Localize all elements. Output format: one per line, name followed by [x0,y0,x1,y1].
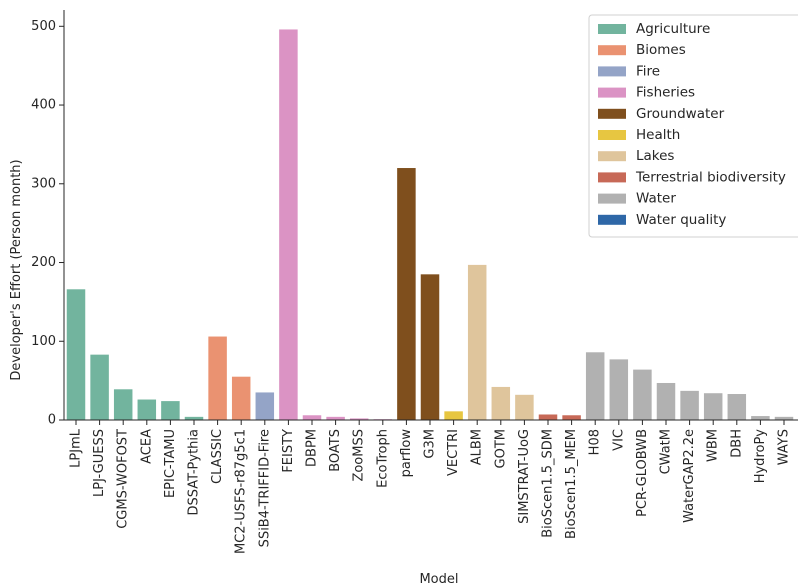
legend: Agriculture Biomes Fire Fisheries Groundwate… [588,14,798,238]
bar [349,418,369,420]
x-tick-label: ZooMSS [352,429,367,482]
x-tick-label: WAYS [777,429,792,465]
bar [420,274,440,420]
x-tick-label: CGMS-WOFOST [116,429,131,529]
x-tick-label: PCR-GLOBWB [635,429,650,517]
x-tick-label: GOTM [493,429,508,468]
x-tick-label: BOATS [328,429,343,472]
legend-label: Health [636,127,680,143]
bar [585,352,605,420]
bar [538,414,558,420]
bar [467,264,487,420]
legend-label: Fisheries [636,85,695,101]
bar [444,411,463,420]
legend-label: Groundwater [636,106,725,122]
legend-label: Water quality [636,212,726,228]
bar [302,415,322,420]
legend-swatch [598,24,626,34]
bar [161,401,180,420]
x-ticks-group: LPJmL LPJ-GUESS CGMS-WOFOST ACEA EPIC-TAMU DS… [69,420,792,554]
bars-group [66,29,794,421]
legend-frame [588,14,798,238]
y-tick-label: 200 [31,255,56,270]
x-tick-label: H08 [588,429,603,455]
bar [609,359,629,420]
x-tick-label: BioScen1.5_MEM [564,429,579,539]
bar [633,369,652,420]
x-tick-label: HydroPy [753,429,768,484]
bar [231,376,251,420]
bar [208,336,227,420]
legend-swatch [598,45,626,56]
legend-label: Agriculture [636,21,710,37]
bar [113,389,133,420]
y-tick-label: 0 [48,413,56,428]
legend-swatch [598,108,626,119]
x-tick-label: EcoTroph [375,429,390,488]
legend-swatch [598,214,626,225]
x-tick-label: WBM [706,429,721,462]
bar [326,416,345,420]
legend-label: Biomes [636,42,686,58]
legend-swatch [598,130,626,140]
legend-swatch [598,87,626,98]
bar [90,354,109,420]
x-tick-label: LPJmL [69,428,84,468]
bar [184,416,204,420]
y-tick-label: 100 [31,334,56,349]
x-tick-label: SSiB4-TRIFFID-Fire [257,429,272,547]
x-tick-label: CWatM [659,429,674,474]
bar [491,386,511,420]
y-tick-label: 400 [31,98,56,113]
x-tick-label: FEISTY [281,429,296,473]
bar [703,393,723,420]
x-tick-label: DBH [729,429,744,458]
x-tick-label: ACEA [139,429,154,464]
legend-swatch [598,172,626,183]
x-tick-label: SIMSTRAT-UoG [517,429,532,524]
x-tick-label: ALBM [470,429,485,465]
x-tick-label: BioScen1.5_SDM [541,429,556,538]
x-tick-label: G3M [423,429,438,459]
x-tick-label: EPIC-TAMU [163,429,178,498]
bar [515,394,534,420]
bar [774,416,794,420]
y-tick-label: 300 [31,176,56,191]
x-tick-label: VIC [611,429,626,451]
legend-label: Fire [636,63,660,79]
x-tick-label: WaterGAP2.2e [682,429,697,523]
y-axis-title: Developer's Effort (Person month) [9,159,24,380]
bar [137,399,157,420]
bar [680,390,699,420]
x-tick-label: DSSAT-Pythia [187,429,202,516]
bar [751,416,770,420]
x-tick-label: CLASSIC [210,429,225,484]
legend-label: Lakes [636,148,674,164]
bar [397,168,416,420]
y-ticks-group: 0 100 200 300 400 500 [31,19,64,428]
x-tick-label: LPJ-GUESS [92,429,107,497]
x-axis-title: Model [419,572,458,587]
x-tick-label: VECTRI [446,429,461,476]
bar [255,392,275,420]
bar [66,289,86,420]
x-tick-label: DBPM [305,429,320,467]
bar [279,29,298,421]
legend-label: Terrestrial biodiversity [635,169,786,185]
legend-swatch [598,151,626,162]
bar [656,382,676,420]
bar [727,394,747,420]
bar [562,415,581,420]
legend-label: Water [636,191,676,207]
x-tick-label: parflow [399,429,414,478]
x-tick-label: MC2-USFS-r87g5c1 [234,429,249,554]
y-tick-label: 500 [31,19,56,34]
legend-swatch [598,193,626,204]
legend-swatch [598,66,626,77]
